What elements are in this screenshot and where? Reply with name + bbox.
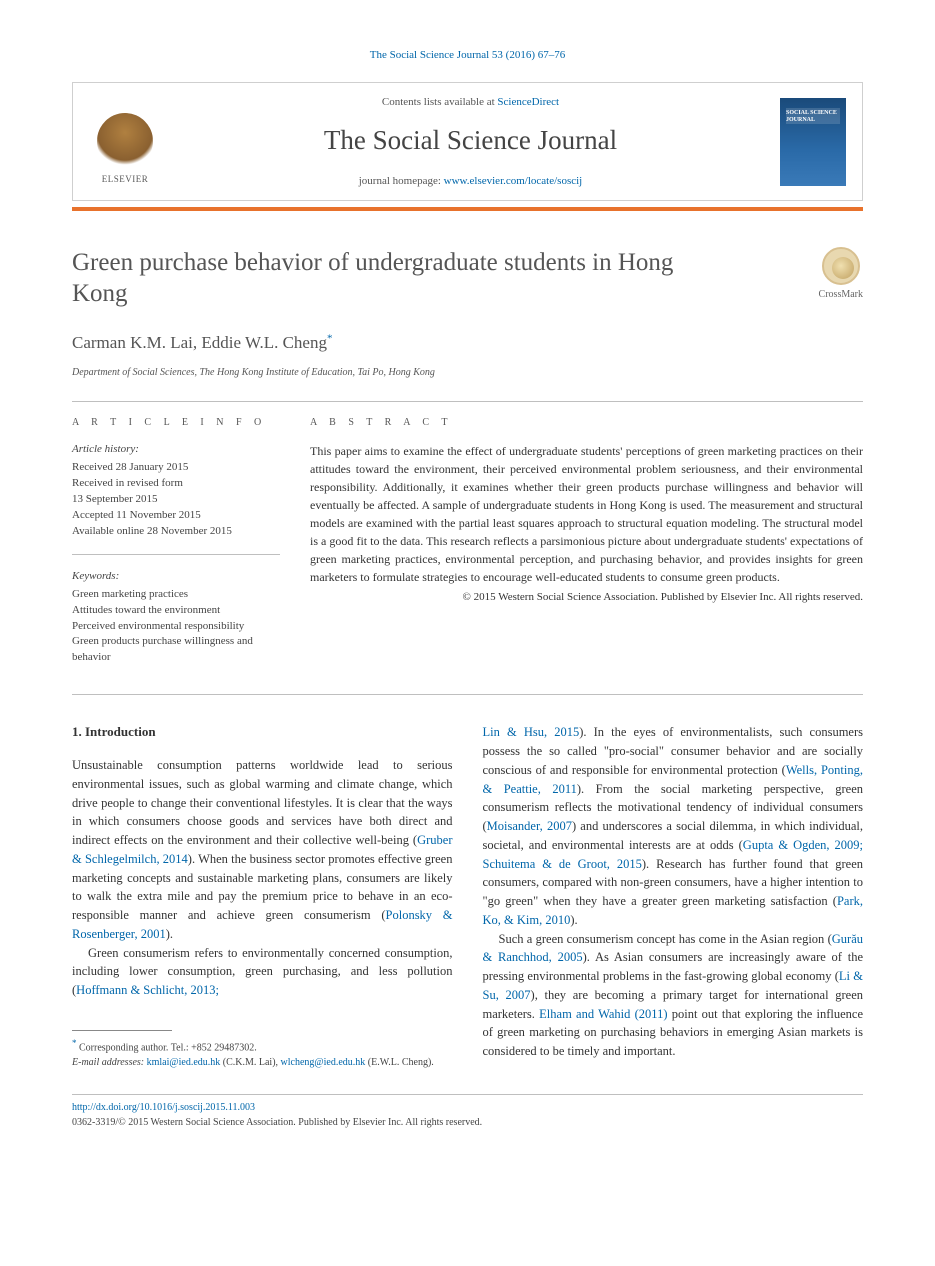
section-heading: 1. Introduction [72, 723, 453, 742]
history-line: Accepted 11 November 2015 [72, 508, 280, 524]
crossmark-label: CrossMark [819, 288, 863, 303]
history-line: Received in revised form [72, 476, 280, 492]
email-label: E-mail addresses: [72, 1057, 144, 1068]
crossmark-badge[interactable]: CrossMark [819, 247, 863, 303]
abstract-column: a b s t r a c t This paper aims to exami… [310, 416, 863, 681]
accent-rule [72, 207, 863, 211]
sciencedirect-link[interactable]: ScienceDirect [497, 96, 559, 108]
section-number: 1. [72, 724, 82, 739]
article-info-heading: a r t i c l e i n f o [72, 416, 280, 431]
footnote-corresponding: * Corresponding author. Tel.: +852 29487… [72, 1037, 453, 1055]
info-abstract-row: a r t i c l e i n f o Article history: R… [72, 416, 863, 681]
rule-in-info [72, 554, 280, 555]
email-name: (C.K.M. Lai), [223, 1057, 278, 1068]
bottom-rule [72, 1094, 863, 1095]
footnote-rule [72, 1030, 172, 1031]
rule-below-abstract [72, 694, 863, 695]
footnote-marker: * [72, 1038, 77, 1048]
footnote-emails: E-mail addresses: kmlai@ied.edu.hk (C.K.… [72, 1055, 453, 1070]
keywords-block: Keywords: Green marketing practices Atti… [72, 569, 280, 667]
crossmark-icon [822, 247, 860, 285]
history-line: 13 September 2015 [72, 492, 280, 508]
footnote-text: Corresponding author. Tel.: +852 2948730… [79, 1042, 257, 1053]
history-line: Available online 28 November 2015 [72, 524, 280, 540]
journal-cover-thumbnail: SOCIAL SCIENCE JOURNAL [780, 98, 846, 186]
homepage-link[interactable]: www.elsevier.com/locate/soscij [444, 175, 583, 187]
section-title: Introduction [85, 724, 156, 739]
cover-label: SOCIAL SCIENCE JOURNAL [786, 110, 846, 123]
keyword: Perceived environmental responsibility [72, 619, 280, 635]
body-two-column: 1. Introduction Unsustainable consumptio… [72, 723, 863, 1070]
keywords-label: Keywords: [72, 569, 280, 585]
history-line: Received 28 January 2015 [72, 460, 280, 476]
corresponding-marker: * [327, 333, 333, 345]
body-paragraph: Green consumerism refers to environmenta… [72, 944, 453, 1000]
email-link[interactable]: kmlai@ied.edu.hk [147, 1057, 221, 1068]
homepage-prefix: journal homepage: [359, 175, 444, 187]
title-row: Green purchase behavior of undergraduate… [72, 247, 863, 310]
body-paragraph: Unsustainable consumption patterns world… [72, 756, 453, 944]
contents-prefix: Contents lists available at [382, 96, 497, 108]
body-paragraph: Such a green consumerism concept has com… [483, 930, 864, 1061]
elsevier-label: ELSEVIER [102, 173, 149, 186]
header-center: Contents lists available at ScienceDirec… [177, 95, 764, 190]
citation-header: The Social Science Journal 53 (2016) 67–… [72, 48, 863, 64]
authors-names: Carman K.M. Lai, Eddie W.L. Cheng [72, 333, 327, 352]
journal-header-panel: ELSEVIER Contents lists available at Sci… [72, 82, 863, 201]
journal-title: The Social Science Journal [177, 121, 764, 160]
affiliation: Department of Social Sciences, The Hong … [72, 366, 863, 381]
article-title: Green purchase behavior of undergraduate… [72, 247, 712, 310]
doi-link[interactable]: http://dx.doi.org/10.1016/j.soscij.2015.… [72, 1101, 863, 1116]
keyword: Attitudes toward the environment [72, 603, 280, 619]
page-container: The Social Science Journal 53 (2016) 67–… [0, 0, 935, 1160]
abstract-copyright: © 2015 Western Social Science Associatio… [310, 590, 863, 606]
body-right-column: Lin & Hsu, 2015). In the eyes of environ… [483, 723, 864, 1070]
body-left-column: 1. Introduction Unsustainable consumptio… [72, 723, 453, 1070]
history-label: Article history: [72, 442, 280, 458]
body-paragraph: Lin & Hsu, 2015). In the eyes of environ… [483, 723, 864, 929]
abstract-text: This paper aims to examine the effect of… [310, 442, 863, 586]
issn-copyright: 0362-3319/© 2015 Western Social Science … [72, 1116, 863, 1131]
elsevier-logo: ELSEVIER [89, 98, 161, 186]
abstract-heading: a b s t r a c t [310, 416, 863, 431]
rule-above-info [72, 401, 863, 402]
keyword: Green marketing practices [72, 587, 280, 603]
elsevier-tree-icon [97, 113, 153, 169]
email-name: (E.W.L. Cheng). [368, 1057, 434, 1068]
article-info-column: a r t i c l e i n f o Article history: R… [72, 416, 280, 681]
contents-available-line: Contents lists available at ScienceDirec… [177, 95, 764, 111]
journal-homepage-line: journal homepage: www.elsevier.com/locat… [177, 174, 764, 190]
keyword: Green products purchase willingness and … [72, 634, 280, 666]
email-link[interactable]: wlcheng@ied.edu.hk [281, 1057, 366, 1068]
authors-line: Carman K.M. Lai, Eddie W.L. Cheng* [72, 331, 863, 356]
article-history-block: Article history: Received 28 January 201… [72, 442, 280, 540]
